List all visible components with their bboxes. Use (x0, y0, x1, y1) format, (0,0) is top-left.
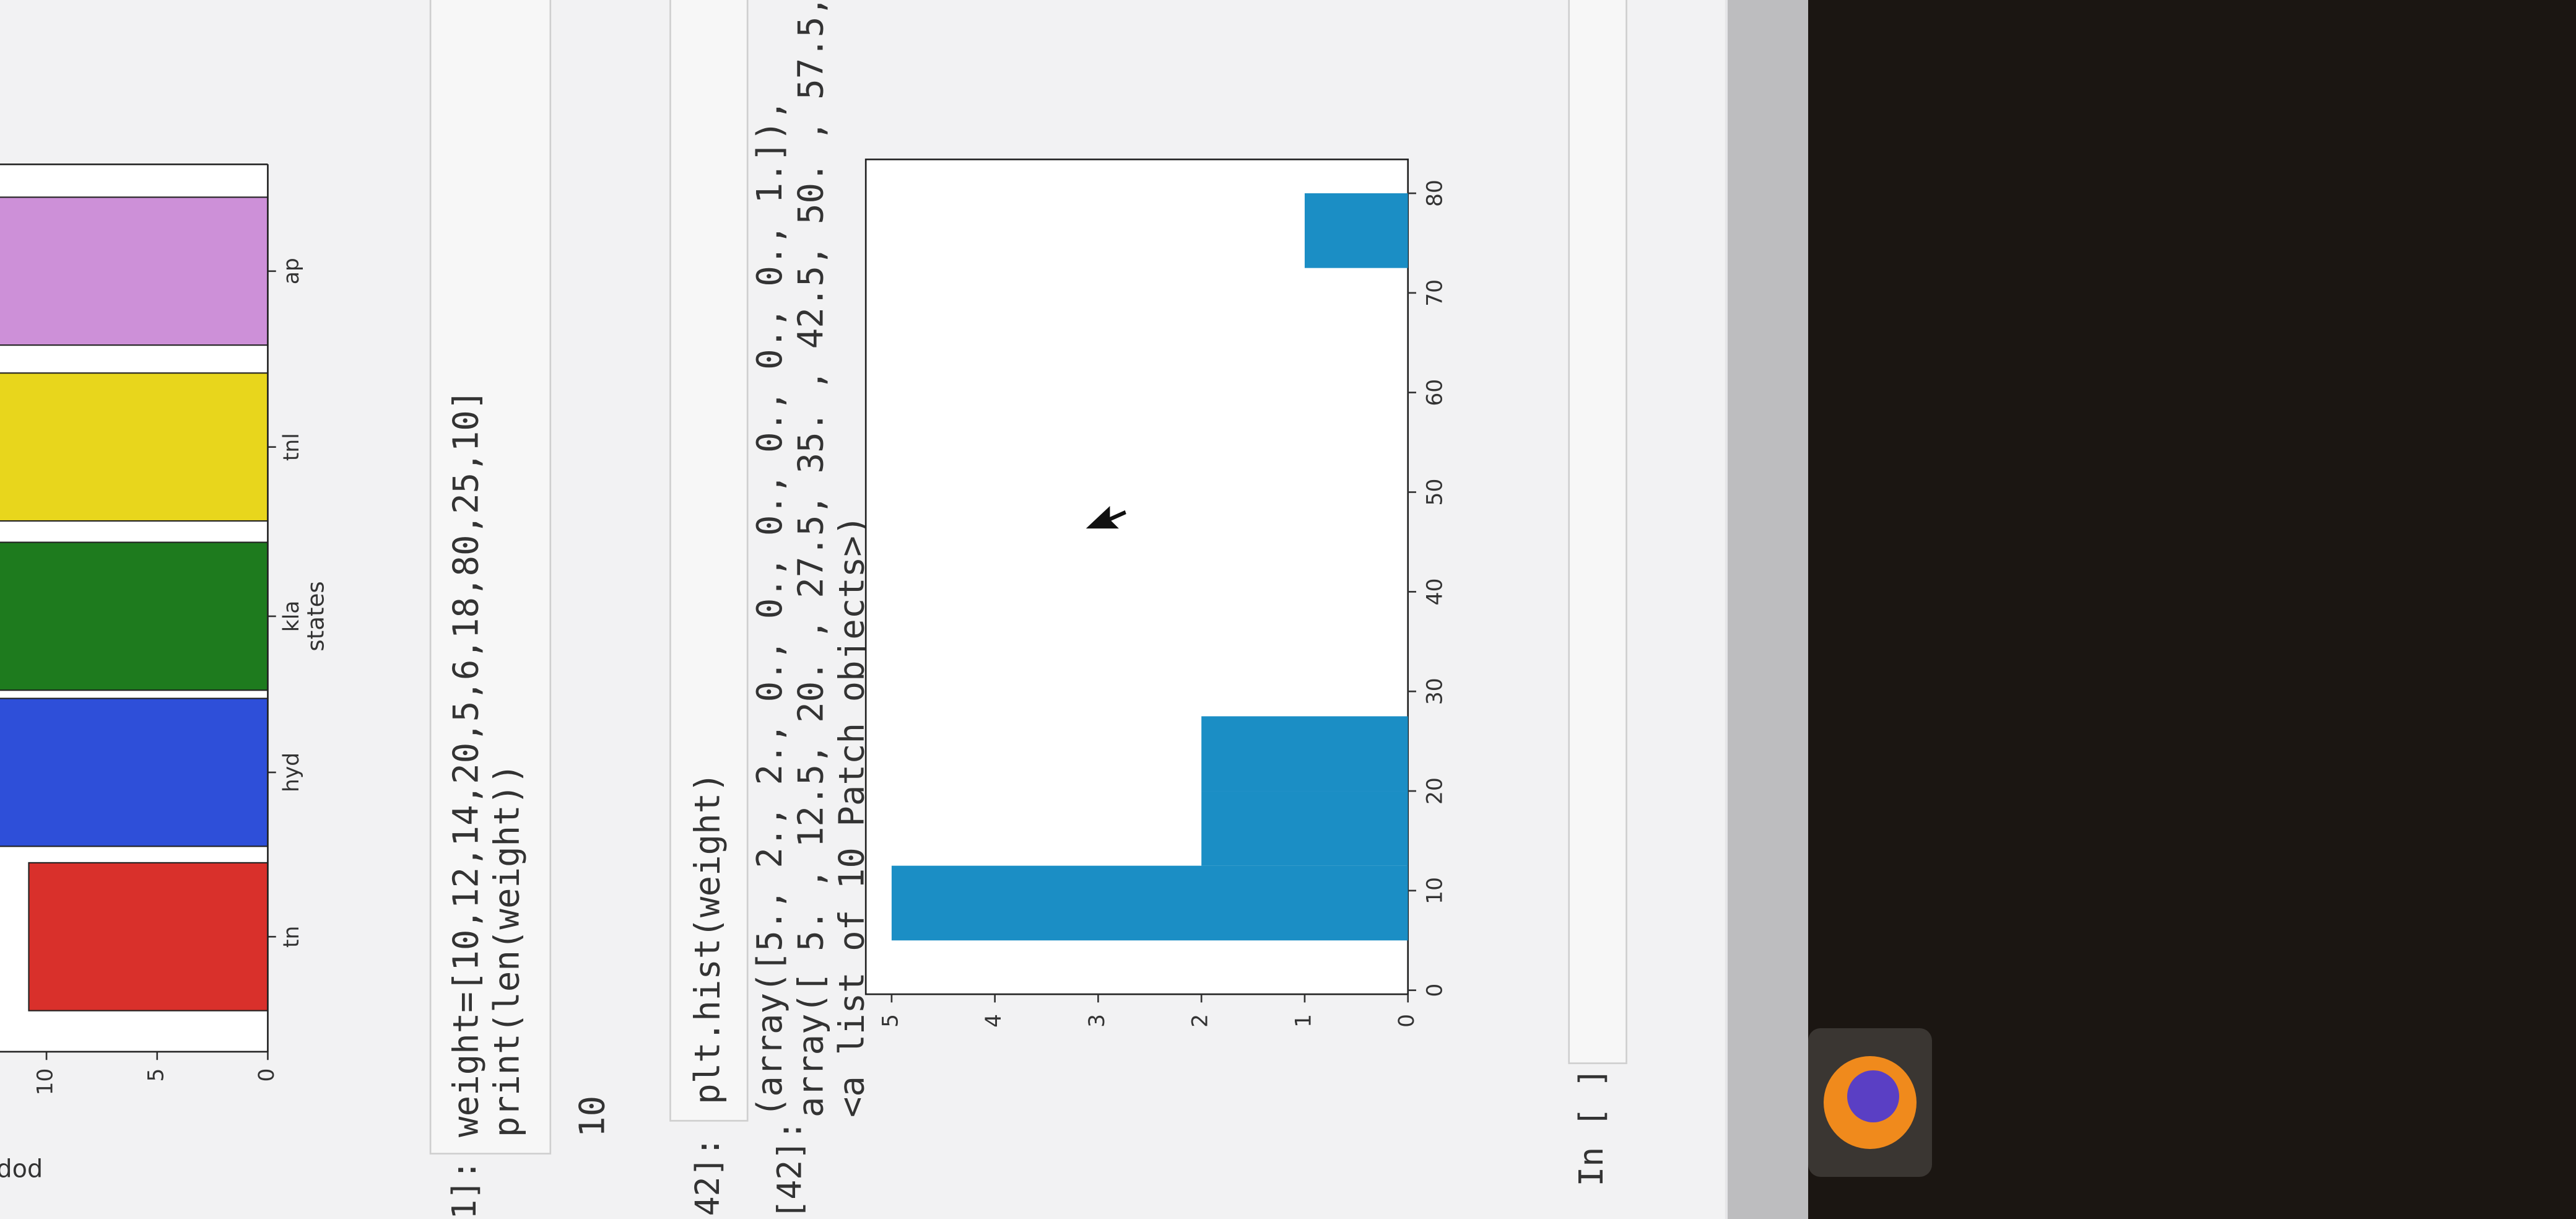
y-tick-label: 1 (1291, 1014, 1316, 1028)
output-line: 10 (573, 1096, 613, 1137)
x-tick-label: 0 (1422, 984, 1447, 997)
code-line: plt.hist(weight) (687, 772, 728, 1104)
code-line: weight=[10,12,14,20,5,6,18,80,25,10] (446, 390, 486, 1137)
histogram-bar (891, 865, 1408, 941)
x-tick-label: 80 (1422, 180, 1447, 207)
output-line: array([ 5. , 12.5, 20. , 27.5, 35. , 42.… (791, 0, 831, 1117)
x-axis-label: states (303, 581, 329, 651)
code-input[interactable] (429, 0, 552, 1155)
x-tick-label: 20 (1422, 777, 1447, 805)
x-tick-label: 60 (1422, 379, 1447, 406)
input-prompt: 1]: (445, 1160, 484, 1219)
code-input[interactable] (1568, 0, 1627, 1064)
x-tick-label: 70 (1422, 279, 1447, 307)
histogram-bar (1201, 716, 1408, 792)
code-line: print(len(weight)) (487, 763, 528, 1137)
x-tick-label: 40 (1422, 578, 1447, 605)
bar (0, 541, 268, 691)
firefox-icon-globe (1847, 1070, 1899, 1122)
histogram-bar (1304, 193, 1408, 268)
y-tick-label: 5 (878, 1014, 903, 1028)
x-tick-label: tn (279, 926, 304, 948)
y-axis-label: pop (0, 1158, 43, 1186)
x-tick-label: 30 (1422, 678, 1447, 705)
mouse-cursor (1082, 503, 1128, 530)
y-tick-label: 5 (144, 1068, 168, 1082)
output-line: (array([5., 2., 2., 0., 0., 0., 0., 0., … (750, 100, 790, 1117)
y-tick-label: 2 (1188, 1014, 1213, 1028)
output-prompt: [42]: (770, 1121, 809, 1219)
y-tick-label: 0 (1395, 1014, 1419, 1028)
x-tick-label: kla (279, 601, 304, 632)
y-tick-label: 0 (255, 1068, 279, 1082)
y-tick-label: 4 (981, 1014, 1006, 1028)
bar (28, 862, 268, 1011)
y-tick-label: 10 (33, 1068, 58, 1096)
bar (0, 697, 268, 847)
x-tick-label: hyd (279, 753, 304, 792)
x-tick-label: ap (279, 258, 304, 284)
y-tick-label: 3 (1085, 1014, 1110, 1028)
x-tick-label: 10 (1422, 877, 1447, 904)
histogram-bar (1201, 791, 1408, 866)
input-prompt: In [ ]: (1572, 1048, 1611, 1187)
bar (0, 196, 268, 346)
code-input[interactable] (669, 0, 749, 1122)
input-prompt: 42]: (689, 1137, 727, 1217)
x-tick-label: 50 (1422, 479, 1447, 506)
x-tick-label: tnl (279, 433, 304, 461)
bar (0, 372, 268, 522)
window-edge (1728, 0, 1808, 1219)
